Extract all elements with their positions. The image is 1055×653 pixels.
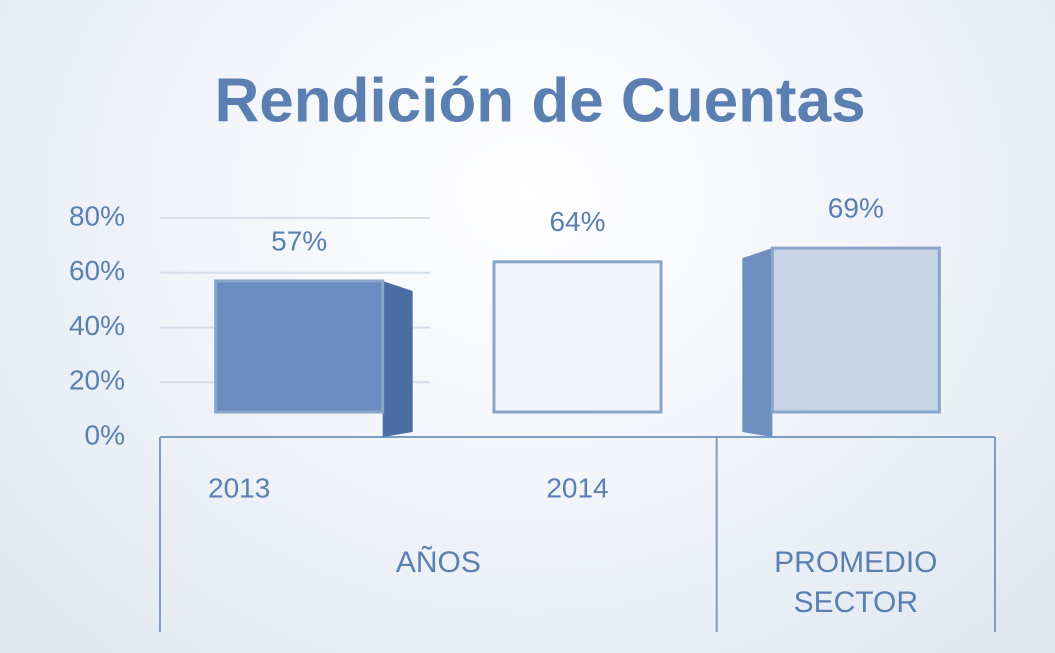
bar [492,260,663,414]
bar [770,246,941,414]
value-label: 69% [828,193,884,224]
bar-side [382,280,413,437]
x-tick-label: 2014 [546,472,608,503]
value-label: 57% [271,225,327,256]
group-label: PROMEDIO SECTOR [774,546,938,619]
bar [214,279,385,414]
y-tick-label: 80% [69,200,125,231]
value-label: 64% [549,206,605,237]
y-tick-label: 0% [85,419,125,450]
bar-side [742,248,773,437]
y-tick-label: 40% [69,310,125,341]
y-tick-label: 60% [69,255,125,286]
group-label: AÑOS [395,546,481,579]
x-tick-label: 2013 [208,472,270,503]
y-tick-label: 20% [69,365,125,396]
chart-title: Rendición de Cuentas [214,66,865,135]
